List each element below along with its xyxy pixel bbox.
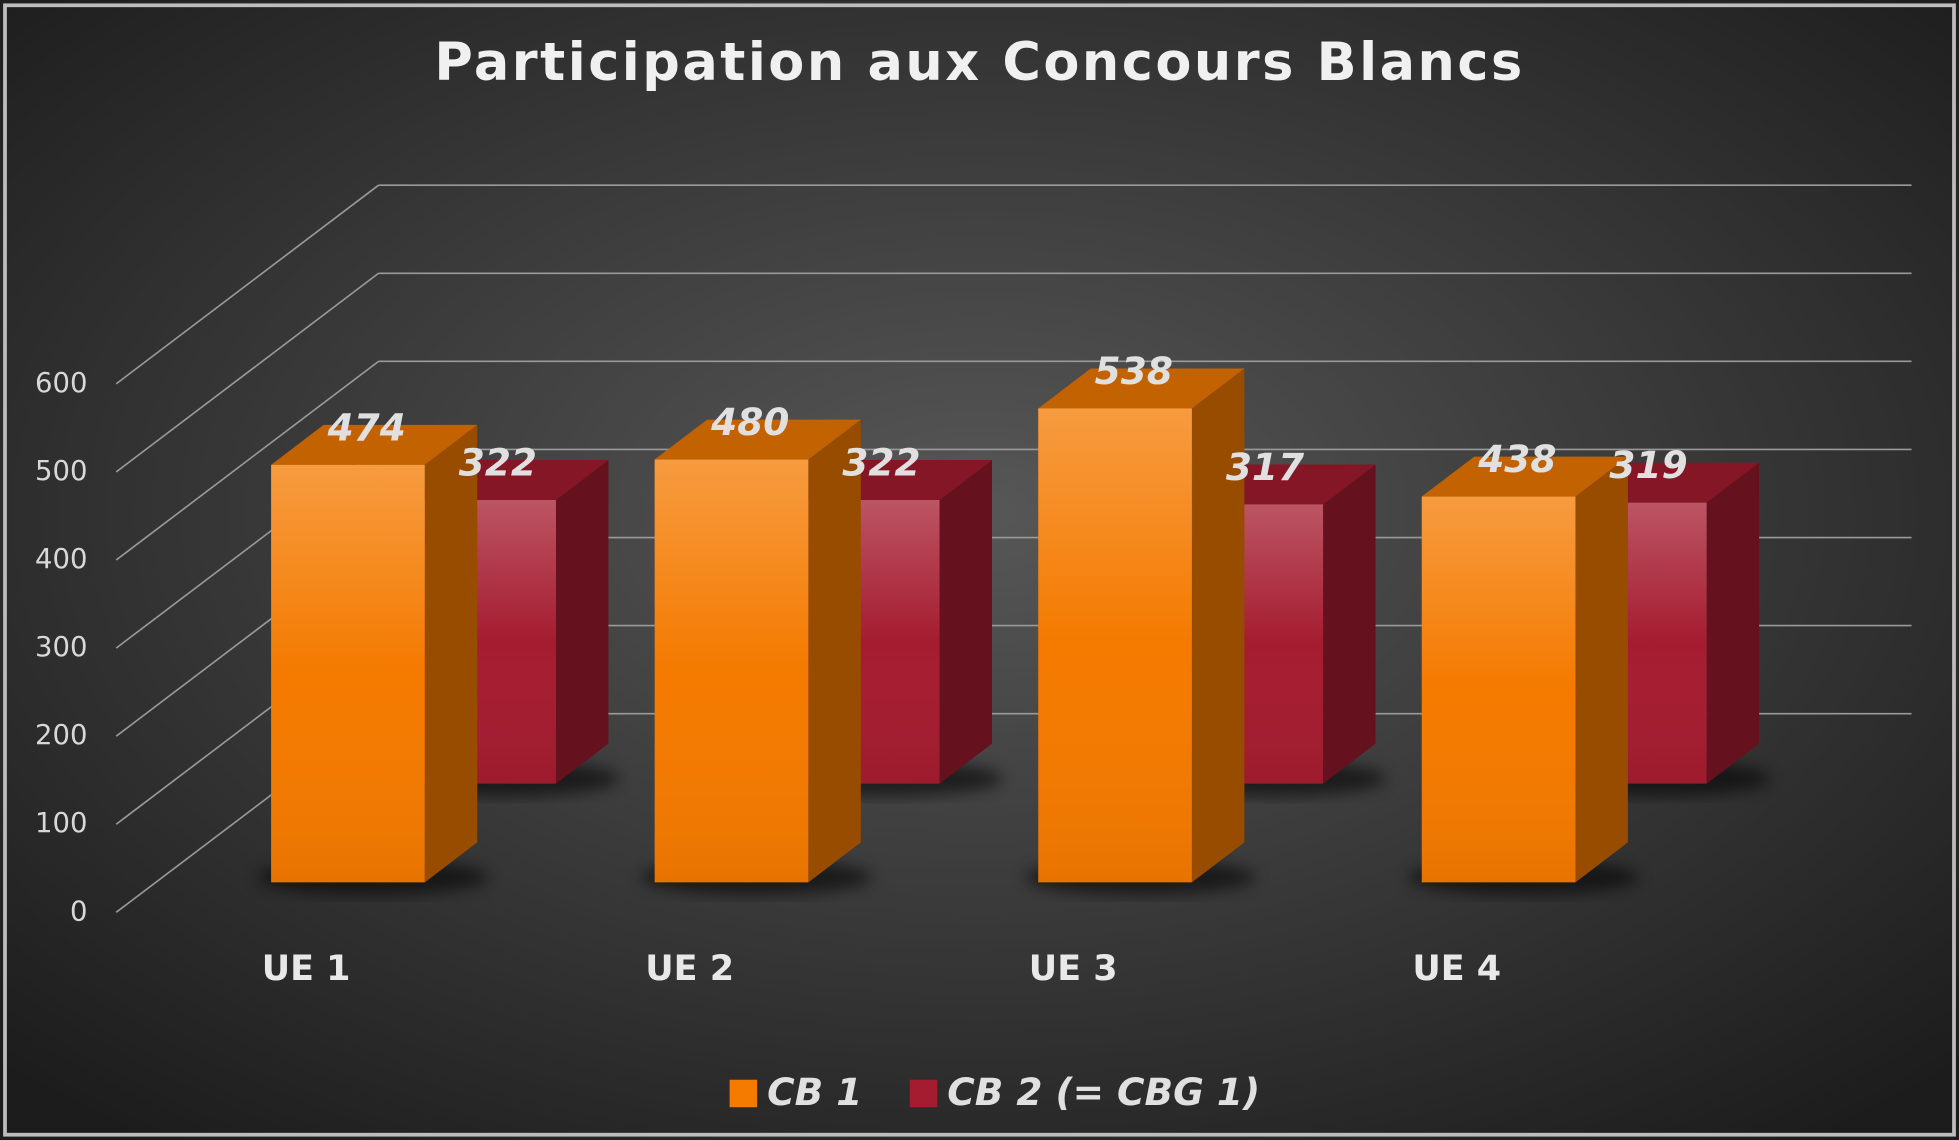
data-label: 322 xyxy=(842,441,920,485)
data-label: 438 xyxy=(1477,437,1556,481)
y-tick-label: 300 xyxy=(35,631,87,663)
data-label: 538 xyxy=(1095,349,1173,393)
grid-line xyxy=(115,360,380,561)
x-tick-label: UE 1 xyxy=(262,949,351,989)
data-label: 319 xyxy=(1609,443,1687,487)
grid-line xyxy=(115,184,380,385)
bar-front-shine xyxy=(1421,496,1576,883)
y-tick-label: 100 xyxy=(35,807,87,839)
bar xyxy=(1024,368,1256,895)
bar-side xyxy=(1323,464,1376,784)
bar-top xyxy=(654,419,861,460)
bar-side xyxy=(1575,456,1628,883)
y-tick-label: 0 xyxy=(70,895,87,927)
data-label: 317 xyxy=(1226,445,1304,489)
data-label: 474 xyxy=(327,405,406,449)
y-tick-label: 500 xyxy=(35,455,87,487)
bar xyxy=(257,424,489,895)
bar-front-shine xyxy=(1038,408,1192,883)
y-tick-label: 200 xyxy=(35,719,87,751)
bar-top xyxy=(1038,368,1245,409)
bar-side xyxy=(939,460,992,784)
bar-side xyxy=(1706,462,1760,784)
bar xyxy=(641,419,872,895)
legend-swatch xyxy=(729,1079,758,1108)
bar-front-shine xyxy=(654,459,809,883)
bar-side xyxy=(555,460,609,784)
bar-front-shine xyxy=(271,464,425,883)
legend-swatch xyxy=(909,1079,938,1108)
x-tick-label: UE 3 xyxy=(1029,949,1118,989)
data-label: 480 xyxy=(710,400,789,444)
border xyxy=(3,3,1956,1137)
x-tick-label: UE 2 xyxy=(645,949,734,989)
bar-top xyxy=(271,424,478,465)
chart-title: Participation aux Concours Blancs xyxy=(434,32,1524,93)
y-tick-label: 400 xyxy=(35,543,87,575)
bar-side xyxy=(808,419,861,883)
bar-side xyxy=(1191,368,1245,883)
y-tick-label: 600 xyxy=(35,367,87,399)
legend-label: CB 1 xyxy=(767,1070,862,1114)
grid-line xyxy=(115,272,380,473)
x-tick-label: UE 4 xyxy=(1412,949,1501,989)
data-label: 322 xyxy=(459,441,537,485)
bar-top xyxy=(1421,456,1628,497)
bar xyxy=(1408,456,1639,895)
legend-label: CB 2 (= CBG 1) xyxy=(947,1070,1260,1114)
bar-side xyxy=(424,424,478,883)
